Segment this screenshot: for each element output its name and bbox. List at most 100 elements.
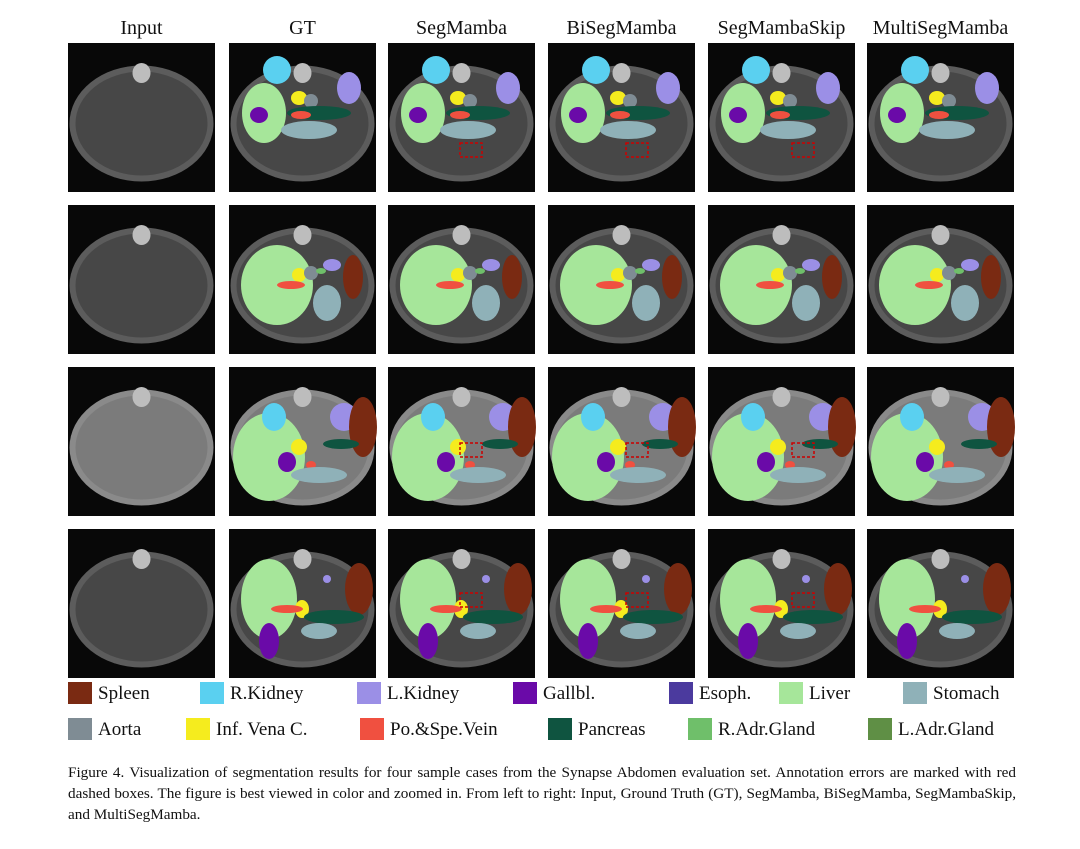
- legend-swatch: [903, 682, 927, 704]
- organ-mask: [741, 403, 765, 431]
- organ-mask: [323, 575, 331, 583]
- column-header: BiSegMamba: [567, 17, 677, 39]
- organ-mask: [662, 255, 682, 299]
- scan-tile: [388, 367, 536, 516]
- legend-swatch: [200, 682, 224, 704]
- organ-mask: [463, 266, 477, 280]
- organ-mask: [597, 452, 615, 472]
- legend-label: R.Adr.Gland: [718, 719, 816, 740]
- scan-tile: [867, 367, 1015, 516]
- organ-mask: [871, 413, 943, 501]
- spine: [452, 225, 471, 245]
- spine: [931, 549, 950, 569]
- organ-mask: [900, 403, 924, 431]
- organ-mask: [916, 452, 934, 472]
- spine: [931, 225, 950, 245]
- organ-mask: [802, 575, 810, 583]
- scan-tile: [867, 43, 1014, 192]
- organ-mask: [610, 91, 626, 105]
- scan-tile: [548, 205, 695, 354]
- scan-tile: [548, 43, 695, 192]
- organ-mask: [463, 610, 523, 624]
- organ-mask: [392, 413, 464, 501]
- organ-mask: [496, 72, 520, 104]
- legend-label: L.Kidney: [387, 683, 460, 704]
- legend-label: Spleen: [98, 683, 150, 704]
- spine: [452, 387, 471, 407]
- organ-mask: [770, 467, 826, 483]
- scan-tile: [867, 529, 1014, 678]
- organ-mask: [792, 285, 820, 321]
- organ-mask: [983, 563, 1011, 615]
- organ-mask: [939, 623, 975, 639]
- organ-mask: [600, 121, 656, 139]
- organ-mask: [668, 397, 696, 457]
- organ-mask: [418, 623, 438, 659]
- error-box: [625, 442, 649, 458]
- organ-mask: [578, 623, 598, 659]
- organ-mask: [623, 610, 683, 624]
- legend-label: Po.&Spe.Vein: [390, 719, 498, 740]
- organ-mask: [611, 268, 625, 282]
- organ-mask: [929, 467, 985, 483]
- error-box: [459, 592, 483, 608]
- organ-mask: [409, 107, 427, 123]
- spine: [293, 225, 312, 245]
- organ-mask: [770, 439, 786, 455]
- organ-mask: [502, 255, 522, 299]
- spine: [132, 387, 151, 407]
- error-box: [459, 442, 483, 458]
- organ-mask: [450, 91, 466, 105]
- legend-swatch: [669, 682, 693, 704]
- scan-tile: [68, 529, 215, 678]
- organ-mask: [262, 403, 286, 431]
- scan-tile: [229, 367, 377, 516]
- spine: [132, 549, 151, 569]
- organ-mask: [323, 439, 359, 449]
- spine: [452, 63, 471, 83]
- spine: [612, 63, 631, 83]
- error-box: [791, 592, 815, 608]
- organ-mask: [944, 461, 954, 469]
- legend-swatch: [513, 682, 537, 704]
- organ-mask: [450, 467, 506, 483]
- organ-mask: [770, 91, 786, 105]
- organ-mask: [450, 111, 470, 119]
- scan-tile: [548, 367, 696, 516]
- error-box: [791, 442, 815, 458]
- organ-mask: [929, 111, 949, 119]
- organ-mask: [291, 467, 347, 483]
- organ-mask: [623, 266, 637, 280]
- organ-mask: [981, 255, 1001, 299]
- organ-mask: [323, 259, 341, 271]
- organ-mask: [942, 94, 956, 108]
- legend-label: Gallbl.: [543, 683, 595, 704]
- organ-mask: [504, 563, 532, 615]
- spine: [612, 387, 631, 407]
- organ-mask: [664, 563, 692, 615]
- column-header: SegMamba: [416, 17, 507, 39]
- organ-mask: [625, 461, 635, 469]
- organ-mask: [756, 281, 784, 289]
- organ-mask: [915, 281, 943, 289]
- legend-label: Pancreas: [578, 719, 646, 740]
- organ-mask: [250, 107, 268, 123]
- organ-mask: [783, 610, 843, 624]
- error-box: [459, 142, 483, 158]
- organ-mask: [742, 56, 770, 84]
- organ-mask: [463, 94, 477, 108]
- scan-tile: [708, 43, 855, 192]
- legend-label: Aorta: [98, 719, 142, 740]
- organ-mask: [291, 91, 307, 105]
- legend-label: L.Adr.Gland: [898, 719, 995, 740]
- organ-mask: [581, 403, 605, 431]
- organ-mask: [560, 559, 616, 639]
- organ-mask: [961, 575, 969, 583]
- organ-mask: [795, 268, 805, 274]
- organ-mask: [475, 268, 485, 274]
- spine: [772, 225, 791, 245]
- organ-mask: [590, 605, 622, 613]
- organ-mask: [304, 610, 364, 624]
- organ-mask: [750, 605, 782, 613]
